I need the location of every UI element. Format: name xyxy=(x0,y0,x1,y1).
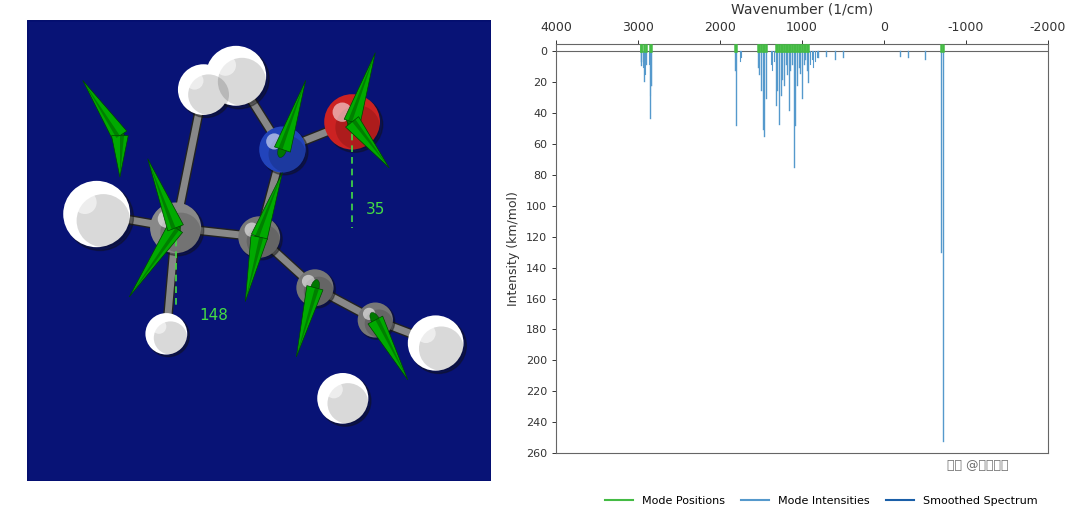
Circle shape xyxy=(325,380,342,398)
Circle shape xyxy=(246,225,280,258)
Circle shape xyxy=(320,375,370,426)
Circle shape xyxy=(363,308,376,320)
Circle shape xyxy=(269,136,306,173)
Circle shape xyxy=(365,309,393,337)
Circle shape xyxy=(178,65,229,115)
Circle shape xyxy=(215,55,237,76)
Circle shape xyxy=(239,217,280,258)
Polygon shape xyxy=(148,159,176,229)
Polygon shape xyxy=(111,136,129,177)
Ellipse shape xyxy=(255,229,264,245)
Circle shape xyxy=(158,210,176,228)
Circle shape xyxy=(77,194,130,247)
Circle shape xyxy=(73,191,97,214)
Circle shape xyxy=(410,318,467,373)
Polygon shape xyxy=(296,288,319,357)
Circle shape xyxy=(336,105,380,150)
Circle shape xyxy=(67,184,134,250)
Circle shape xyxy=(153,322,187,354)
Polygon shape xyxy=(83,80,126,140)
Ellipse shape xyxy=(255,229,264,245)
Polygon shape xyxy=(346,117,389,168)
Polygon shape xyxy=(255,173,283,237)
Polygon shape xyxy=(352,119,389,168)
Circle shape xyxy=(64,181,130,247)
Circle shape xyxy=(324,94,380,150)
Circle shape xyxy=(318,373,368,424)
Circle shape xyxy=(208,49,269,109)
Polygon shape xyxy=(274,80,306,152)
Ellipse shape xyxy=(114,129,125,143)
Circle shape xyxy=(244,223,259,237)
Polygon shape xyxy=(296,286,323,357)
Circle shape xyxy=(259,126,306,173)
Ellipse shape xyxy=(348,114,356,130)
Circle shape xyxy=(241,219,282,260)
Circle shape xyxy=(296,269,334,306)
Ellipse shape xyxy=(369,312,381,328)
Circle shape xyxy=(160,212,201,253)
Polygon shape xyxy=(279,80,306,150)
Ellipse shape xyxy=(116,127,124,144)
Text: 头条 @奥然科技: 头条 @奥然科技 xyxy=(947,459,1008,473)
Circle shape xyxy=(357,303,393,337)
Circle shape xyxy=(150,203,201,253)
Circle shape xyxy=(188,74,229,115)
Text: 148: 148 xyxy=(199,308,228,323)
Circle shape xyxy=(148,315,189,357)
Polygon shape xyxy=(130,223,183,297)
Ellipse shape xyxy=(170,221,181,235)
Ellipse shape xyxy=(278,141,287,158)
Circle shape xyxy=(419,327,463,371)
Circle shape xyxy=(206,46,266,105)
Circle shape xyxy=(261,129,308,175)
Polygon shape xyxy=(252,173,283,240)
Polygon shape xyxy=(148,159,184,231)
Polygon shape xyxy=(245,237,264,302)
Title: Wavenumber (1/cm): Wavenumber (1/cm) xyxy=(731,2,873,16)
Text: 35: 35 xyxy=(366,202,386,217)
Polygon shape xyxy=(245,236,268,302)
Circle shape xyxy=(298,271,336,308)
Ellipse shape xyxy=(346,115,359,129)
Circle shape xyxy=(186,72,203,90)
Circle shape xyxy=(327,97,382,152)
Circle shape xyxy=(266,133,283,150)
Ellipse shape xyxy=(171,220,180,236)
Legend: Mode Positions, Mode Intensities, Smoothed Spectrum: Mode Positions, Mode Intensities, Smooth… xyxy=(600,492,1042,510)
Circle shape xyxy=(408,315,463,371)
Circle shape xyxy=(302,275,315,288)
Circle shape xyxy=(218,58,266,106)
Polygon shape xyxy=(83,80,120,138)
Polygon shape xyxy=(120,136,124,177)
Polygon shape xyxy=(345,53,376,124)
Polygon shape xyxy=(376,318,408,380)
Polygon shape xyxy=(348,53,376,122)
Circle shape xyxy=(360,304,394,339)
Polygon shape xyxy=(368,316,408,380)
Circle shape xyxy=(146,313,187,354)
Circle shape xyxy=(180,67,231,117)
Circle shape xyxy=(416,324,435,343)
Circle shape xyxy=(151,319,166,334)
Polygon shape xyxy=(130,228,179,297)
Ellipse shape xyxy=(310,280,320,296)
Circle shape xyxy=(152,205,204,255)
Circle shape xyxy=(333,102,352,122)
Y-axis label: Intensity (km/mol): Intensity (km/mol) xyxy=(508,191,521,306)
Circle shape xyxy=(303,276,334,306)
Circle shape xyxy=(327,383,368,424)
